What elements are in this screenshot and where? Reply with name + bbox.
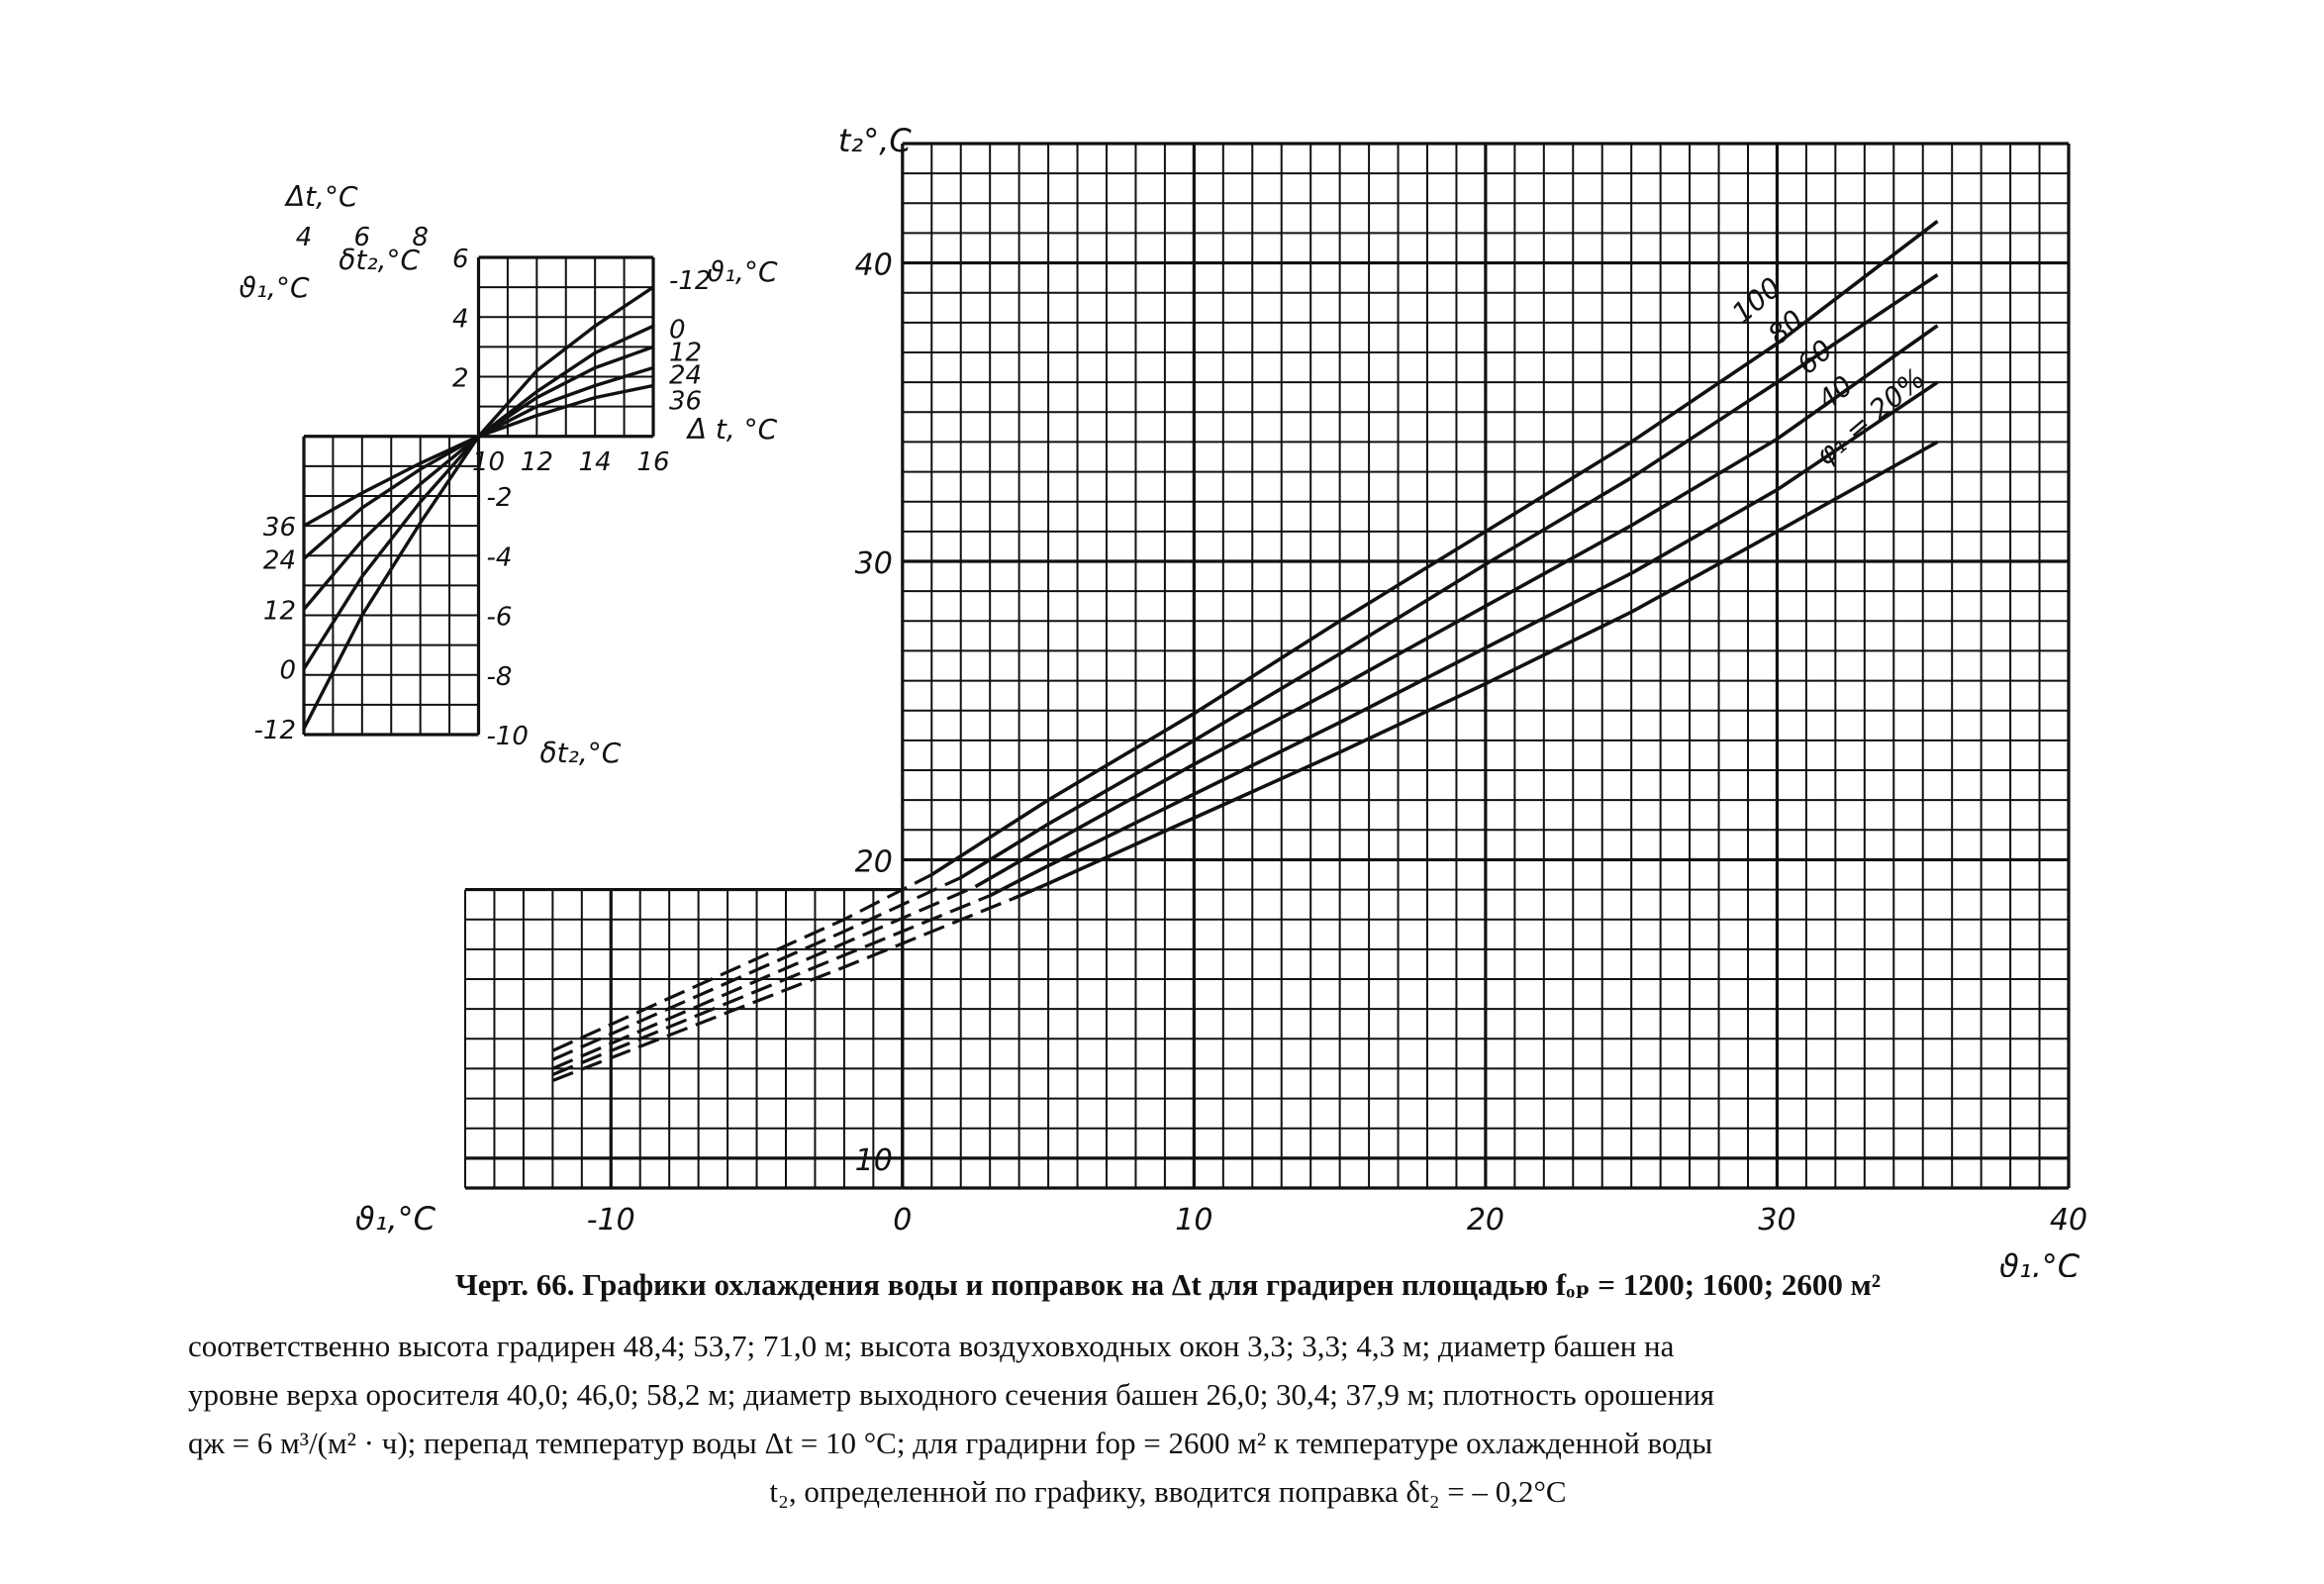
y-tick-label: 40 xyxy=(855,248,893,283)
inset-theta-left: 0 xyxy=(279,656,296,686)
y-tick-label: 20 xyxy=(855,844,893,879)
figure-caption-body: соответственно высота градирен 48,4; 53,… xyxy=(188,1322,2148,1516)
inset-y-tick-bottom: -2 xyxy=(487,483,513,513)
inset-x-tick-right: 10 xyxy=(472,447,505,477)
inset-y-tick-top: 6 xyxy=(452,245,469,274)
inset-y-tick-bottom: -8 xyxy=(487,662,513,692)
series-line-dashed xyxy=(551,885,977,1070)
inset-y-tick-top: 2 xyxy=(452,364,469,394)
inset-theta-right: -12 xyxy=(669,266,711,296)
main-series xyxy=(551,219,1939,1082)
inset-x-tick-left: 4 xyxy=(296,223,313,252)
inset-grid xyxy=(302,255,655,737)
inset-x-tick-right: 16 xyxy=(636,447,669,477)
caption-line-4: t₂, определенной по графику, вводится по… xyxy=(769,1474,1567,1509)
series-line xyxy=(989,380,1939,898)
inset-theta-right: 12 xyxy=(669,338,702,367)
inset-theta-left: 36 xyxy=(263,513,296,543)
inset-x-tick-right: 12 xyxy=(521,447,553,477)
inset-y-tick-bottom: -10 xyxy=(487,722,529,751)
inset-theta-title-left: ϑ₁,°C xyxy=(239,271,309,304)
inset-xlabel: Δt,°C xyxy=(284,180,358,213)
series-line-dashed xyxy=(551,894,991,1076)
series-line xyxy=(959,273,1939,880)
caption-line-1: соответственно высота градирен 48,4; 53,… xyxy=(188,1329,1675,1363)
y-axis-title: t₂°,C xyxy=(838,122,913,159)
inset-y-tick-bottom: -6 xyxy=(487,603,513,633)
series-line-dashed xyxy=(551,897,1015,1082)
figure-caption-title: Черт. 66. Графики охлаждения воды и попр… xyxy=(454,1267,1882,1302)
series-line-dashed xyxy=(551,876,962,1061)
x-tick-label: 20 xyxy=(1467,1203,1504,1238)
x-tick-label: 40 xyxy=(2050,1203,2087,1238)
series-line xyxy=(1012,440,1939,901)
inset-theta-left: 24 xyxy=(263,545,296,575)
series-line-dashed xyxy=(551,873,933,1052)
caption-line-2: уровне верха оросителя 40,0; 46,0; 58,2 … xyxy=(188,1377,1714,1412)
inset-ylabel-bottom: δt₂,°C xyxy=(540,737,622,769)
x-tick-label: -10 xyxy=(587,1203,635,1238)
y-tick-label: 10 xyxy=(855,1143,893,1178)
inset-x-tick-left: 6 xyxy=(354,223,371,252)
main-grid xyxy=(464,142,2071,1190)
x-tick-label: 30 xyxy=(1758,1203,1795,1238)
x-axis-title: ϑ₁,°C xyxy=(1999,1247,2081,1277)
x-axis-title-left: ϑ₁,°C xyxy=(355,1200,436,1238)
series-line xyxy=(974,324,1939,889)
inset-theta-title-right: ϑ₁,°C xyxy=(707,255,777,288)
x-tick-label: 10 xyxy=(1175,1203,1212,1238)
caption-line-3: qж = 6 м³/(м² · ч); перепад температур в… xyxy=(188,1426,1713,1460)
inset-theta-right: 36 xyxy=(669,387,702,417)
inset-x-tick-left: 8 xyxy=(412,223,429,252)
x-tick-label: 0 xyxy=(893,1203,912,1238)
inset-ylabel-top: δt₂,°C xyxy=(339,244,420,276)
inset-series-line xyxy=(303,383,654,528)
y-tick-label: 30 xyxy=(855,546,893,581)
inset-y-tick-top: 4 xyxy=(452,304,469,334)
inset-xlabel-right: Δ t, °C xyxy=(686,413,778,446)
inset-theta-left: -12 xyxy=(254,716,296,745)
inset-labels: 4 6 810 12 14 16642-2-4-6-8-103624120-12-1201… xyxy=(239,180,777,769)
inset-y-tick-bottom: -4 xyxy=(487,543,513,572)
inset-theta-right: 0 xyxy=(669,315,686,345)
inset-theta-right: 24 xyxy=(669,360,702,390)
inset-series xyxy=(302,285,654,730)
inset-theta-left: 12 xyxy=(263,596,296,626)
inset-x-tick-right: 14 xyxy=(579,447,612,477)
series-line xyxy=(930,219,1939,877)
